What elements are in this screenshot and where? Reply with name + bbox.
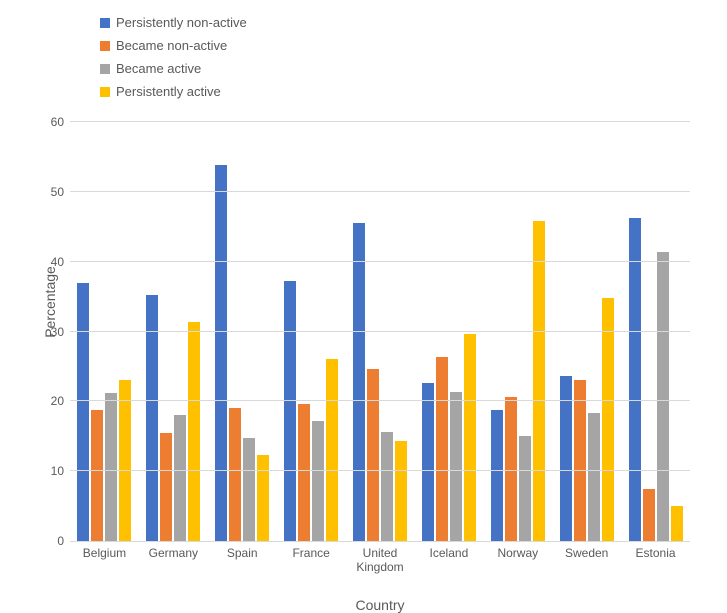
legend-item: Became non-active (100, 38, 360, 53)
bar (257, 455, 269, 541)
bar (284, 281, 296, 541)
bar (229, 408, 241, 541)
gridline (70, 331, 690, 332)
bar (450, 392, 462, 541)
legend-label: Persistently non-active (116, 15, 247, 30)
bar (353, 223, 365, 541)
bar (671, 506, 683, 541)
legend-item: Persistently non-active (100, 15, 360, 30)
bar-group (621, 122, 690, 541)
legend-swatch (100, 18, 110, 28)
bar (243, 438, 255, 541)
bar (215, 165, 227, 541)
gridline (70, 191, 690, 192)
legend-swatch (100, 87, 110, 97)
bar (657, 252, 669, 541)
x-axis-title: Country (70, 597, 690, 613)
y-tick-label: 20 (51, 394, 70, 408)
x-tick-label: Spain (208, 546, 277, 575)
bar (395, 441, 407, 541)
bar (105, 393, 117, 541)
y-tick-label: 40 (51, 255, 70, 269)
bar (160, 433, 172, 541)
bar-group (552, 122, 621, 541)
x-tick-label: Estonia (621, 546, 690, 575)
plot-area: 0102030405060 (70, 122, 690, 542)
legend-label: Persistently active (116, 84, 221, 99)
bar-group (70, 122, 139, 541)
bar-group (139, 122, 208, 541)
x-tick-label: Norway (483, 546, 552, 575)
bar (643, 489, 655, 541)
bar (464, 334, 476, 541)
legend-swatch (100, 64, 110, 74)
legend: Persistently non-active Became non-active… (70, 10, 707, 122)
legend-swatch (100, 41, 110, 51)
bar (119, 380, 131, 541)
legend-label: Became non-active (116, 38, 227, 53)
bar (422, 383, 434, 541)
bar-group (414, 122, 483, 541)
gridline (70, 261, 690, 262)
gridline (70, 470, 690, 471)
y-tick-label: 30 (51, 325, 70, 339)
bar (505, 397, 517, 541)
bar (367, 369, 379, 541)
bar-group (346, 122, 415, 541)
bar (188, 322, 200, 541)
bar (436, 357, 448, 541)
legend-item: Persistently active (100, 84, 360, 99)
x-tick-label: UnitedKingdom (346, 546, 415, 575)
x-axis-labels: BelgiumGermanySpainFranceUnitedKingdomIc… (70, 546, 690, 575)
y-tick-label: 10 (51, 464, 70, 478)
y-tick-label: 50 (51, 185, 70, 199)
bar (491, 410, 503, 541)
bar (629, 218, 641, 541)
bar-group (483, 122, 552, 541)
bar (298, 404, 310, 541)
y-tick-label: 60 (51, 115, 70, 129)
bar (381, 432, 393, 541)
y-tick-label: 0 (57, 534, 70, 548)
bar (326, 359, 338, 541)
x-tick-label: France (277, 546, 346, 575)
x-tick-label: Sweden (552, 546, 621, 575)
legend-item: Became active (100, 61, 360, 76)
bar (533, 221, 545, 541)
gridline (70, 400, 690, 401)
bar-group (208, 122, 277, 541)
legend-label: Became active (116, 61, 201, 76)
x-tick-label: Iceland (414, 546, 483, 575)
bar (519, 436, 531, 541)
bar (77, 283, 89, 541)
x-tick-label: Germany (139, 546, 208, 575)
bars-row (70, 122, 690, 541)
gridline (70, 121, 690, 122)
bar (574, 380, 586, 541)
bar (174, 415, 186, 541)
x-tick-label: Belgium (70, 546, 139, 575)
bar (602, 298, 614, 541)
bar (91, 410, 103, 541)
bar (312, 421, 324, 541)
bar-group (277, 122, 346, 541)
bar (588, 413, 600, 541)
chart-container: Persistently non-active Became non-active… (0, 0, 727, 581)
bar (146, 295, 158, 541)
